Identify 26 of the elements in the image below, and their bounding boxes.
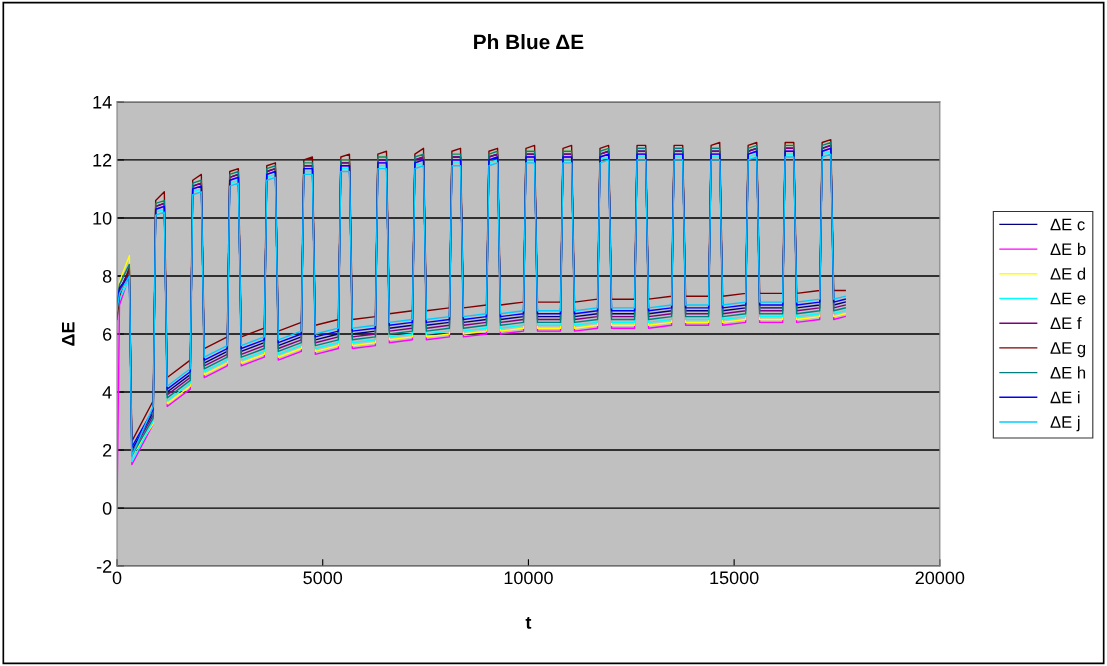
y-tick-label: -2 xyxy=(96,560,112,573)
x-tick-label: 10000 xyxy=(504,571,553,585)
legend-label: ΔE e xyxy=(1050,292,1086,305)
chart-title: Ph Blue ΔE xyxy=(474,34,584,50)
legend-label: ΔE f xyxy=(1050,316,1082,330)
x-axis-title: t xyxy=(525,616,532,629)
x-tick-label: 15000 xyxy=(710,571,759,585)
legend-label: ΔE d xyxy=(1050,267,1086,280)
y-tick-label: 12 xyxy=(93,153,112,167)
legend-label: ΔE j xyxy=(1050,415,1080,432)
y-tick-label: 0 xyxy=(102,502,112,515)
y-axis-title: ΔE xyxy=(62,322,75,346)
y-tick-label: 4 xyxy=(102,386,112,399)
legend-label: ΔE h xyxy=(1050,366,1086,379)
legend-label: ΔE c xyxy=(1050,218,1085,231)
legend-label: ΔE g xyxy=(1050,342,1086,358)
y-tick-label: 6 xyxy=(103,327,112,341)
y-tick-label: 10 xyxy=(93,211,112,225)
y-tick-label: 8 xyxy=(102,269,112,283)
x-tick-label: 5000 xyxy=(303,571,343,585)
x-tick-label: 0 xyxy=(112,571,122,585)
x-tick-label: 20000 xyxy=(915,571,965,585)
legend-label: ΔE i xyxy=(1050,391,1080,404)
legend-label: ΔE b xyxy=(1050,242,1086,256)
y-tick-label: 2 xyxy=(103,443,112,457)
y-tick-label: 14 xyxy=(93,96,112,109)
